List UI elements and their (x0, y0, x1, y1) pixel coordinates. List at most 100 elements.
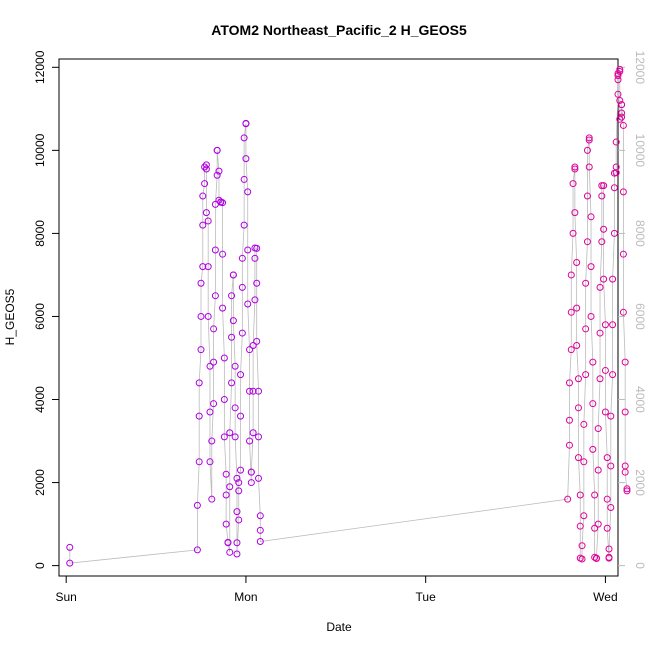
data-point (574, 375, 582, 383)
data-point (587, 213, 595, 221)
data-point (197, 279, 205, 287)
data-point (573, 258, 581, 266)
data-point (600, 225, 608, 233)
data-point (585, 134, 593, 142)
data-point (569, 180, 577, 188)
data-point (589, 445, 597, 453)
data-point (610, 184, 618, 192)
y-axis-label: H_GEOS5 (3, 288, 17, 345)
data-point (238, 283, 246, 291)
data-point (616, 65, 624, 73)
data-point (564, 495, 572, 503)
data-point (246, 437, 254, 445)
data-point (195, 412, 203, 420)
data-point (582, 325, 590, 333)
data-point (583, 192, 591, 200)
data-point (596, 329, 604, 337)
data-point (573, 342, 581, 350)
data-point (609, 275, 617, 283)
data-point (609, 321, 617, 329)
x-axis-label: Date (326, 620, 352, 634)
data-point (591, 491, 599, 499)
data-point (244, 188, 252, 196)
data-point (598, 238, 606, 246)
data-point (601, 366, 609, 374)
data-point (249, 429, 257, 437)
data-point (229, 271, 237, 279)
data-point (220, 433, 228, 441)
data-point (594, 520, 602, 528)
data-point (244, 300, 252, 308)
data-point (576, 522, 584, 530)
data-point (249, 342, 257, 350)
data-point (201, 180, 209, 188)
data-point (237, 466, 245, 474)
data-point (255, 474, 263, 482)
data-point (199, 192, 207, 200)
data-point (231, 433, 239, 441)
data-point (199, 221, 207, 229)
data-point (600, 182, 608, 190)
data-point (594, 466, 602, 474)
data-point (583, 238, 591, 246)
data-point (219, 250, 227, 258)
data-point (592, 554, 600, 562)
data-point (616, 115, 624, 123)
data-point (607, 462, 615, 470)
data-point (237, 371, 245, 379)
series-line (69, 69, 628, 564)
data-point (213, 171, 221, 179)
data-point (228, 333, 236, 341)
data-point (233, 508, 241, 516)
data-point (247, 479, 255, 487)
data-point (201, 163, 209, 171)
series-points (66, 65, 631, 567)
y-tick-label-left: 2000 (33, 469, 47, 496)
data-point (582, 279, 590, 287)
data-point (596, 375, 604, 383)
data-point (233, 550, 241, 558)
data-point (219, 199, 227, 207)
data-point (242, 120, 250, 128)
data-point (215, 167, 223, 175)
data-point (193, 546, 201, 554)
data-point (244, 246, 252, 254)
data-point (202, 209, 210, 217)
data-point (580, 512, 588, 520)
data-point (574, 454, 582, 462)
data-point (585, 163, 593, 171)
data-point (246, 346, 254, 354)
data-point (567, 271, 575, 279)
data-point (582, 371, 590, 379)
y-tick-label-left: 4000 (33, 386, 47, 413)
data-point (623, 485, 631, 493)
data-point (612, 163, 620, 171)
data-point (589, 358, 597, 366)
data-point (249, 387, 257, 395)
plot-frame (58, 58, 619, 577)
data-point (571, 209, 579, 217)
data-point (614, 90, 622, 98)
x-tick-label: Sun (56, 590, 77, 604)
y-axis-right: 0 2000 4000 6000 8000 10000 12000 (618, 51, 647, 569)
data-point (603, 495, 611, 503)
data-point (253, 279, 261, 287)
data-point (623, 487, 631, 495)
x-axis: Sun Mon Tue Wed (56, 576, 618, 604)
data-point (610, 229, 618, 237)
data-point (240, 134, 248, 142)
data-point (600, 275, 608, 283)
data-point (567, 346, 575, 354)
data-point (601, 321, 609, 329)
data-point (256, 512, 264, 520)
data-point (193, 501, 201, 509)
data-point (226, 483, 234, 491)
data-point (206, 362, 214, 370)
y-tick-label-right: 0 (633, 562, 647, 569)
data-point (226, 429, 234, 437)
data-point (222, 491, 230, 499)
data-point (573, 304, 581, 312)
data-point (587, 263, 595, 271)
data-point (567, 308, 575, 316)
data-point (197, 312, 205, 320)
